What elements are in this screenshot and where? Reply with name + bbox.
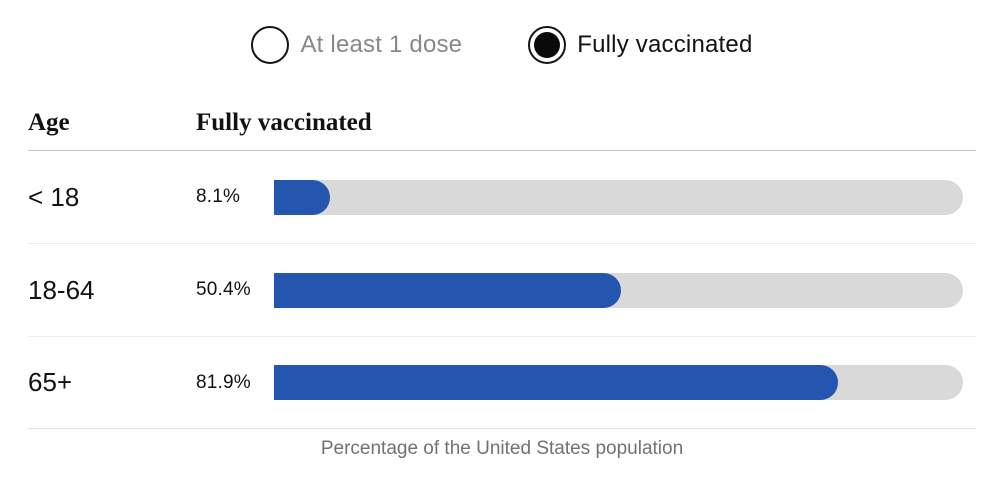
percent-value: 50.4%	[196, 279, 251, 300]
radio-selected-icon	[528, 26, 567, 64]
bar-fill	[274, 179, 330, 215]
toggle-option-fully-vaccinated[interactable]: Fully vaccinated	[528, 26, 752, 64]
radio-unselected-icon	[251, 26, 290, 64]
bar-track	[274, 179, 963, 215]
dose-toggle: At least 1 dose Fully vaccinated	[0, 0, 1004, 65]
age-label: < 18	[28, 181, 80, 212]
bar-track	[274, 365, 963, 400]
toggle-option-label: At least 1 dose	[300, 31, 463, 58]
percent-value: 8.1%	[196, 186, 241, 207]
toggle-option-at-least-1-dose[interactable]: At least 1 dose	[251, 26, 462, 64]
column-header-age: Age	[28, 109, 70, 136]
chart-footnote: Percentage of the United States populati…	[0, 429, 1004, 460]
column-header-fully-vaccinated: Fully vaccinated	[196, 109, 372, 136]
bar-fill	[274, 272, 622, 308]
percent-value: 81.9%	[196, 371, 251, 393]
table-row: 65+ 81.9%	[28, 337, 976, 429]
toggle-option-label: Fully vaccinated	[577, 31, 753, 58]
table-header: Age Fully vaccinated	[28, 65, 976, 151]
vaccination-table: Age Fully vaccinated < 18 8.1% 18-64 50.…	[28, 65, 976, 429]
bar-fill	[274, 365, 839, 400]
bar-track	[274, 272, 963, 308]
age-label: 18-64	[28, 274, 95, 305]
age-label: 65+	[28, 367, 73, 397]
table-row: 18-64 50.4%	[28, 244, 976, 337]
footnote-text: Percentage of the United States populati…	[320, 438, 684, 459]
table-row: < 18 8.1%	[28, 151, 976, 244]
